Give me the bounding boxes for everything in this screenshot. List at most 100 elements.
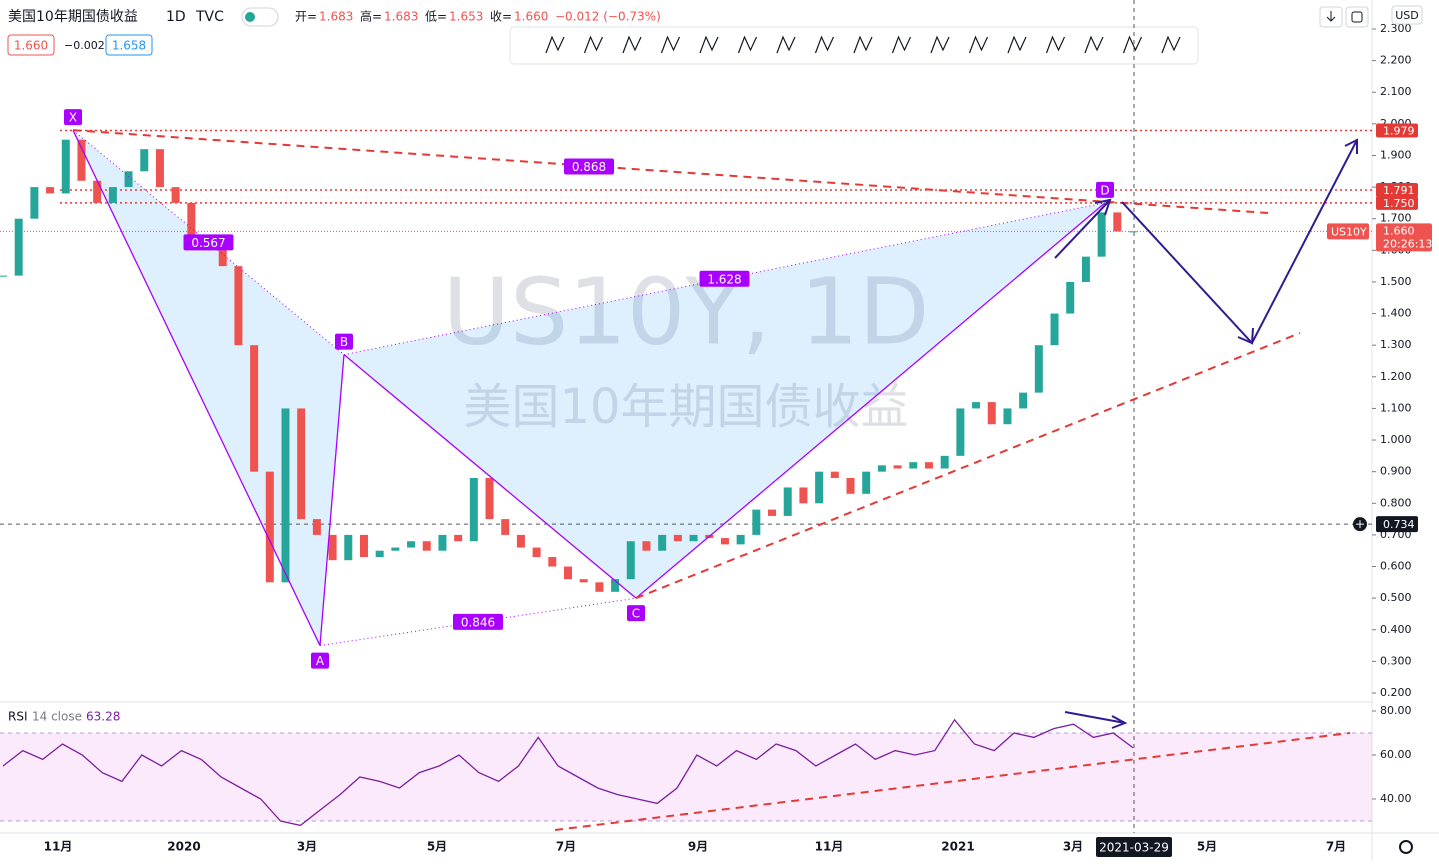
arrow: [1344, 138, 1358, 154]
undefined: [319, 354, 345, 646]
toolbar-icon[interactable]: [699, 35, 719, 54]
toolbar-icon[interactable]: [1161, 35, 1181, 54]
candle: [862, 471, 871, 494]
rsi-title: RSI: [8, 710, 28, 724]
symbol-title: 美国10年期国债收益: [8, 9, 138, 25]
currency-box[interactable]: [1391, 5, 1423, 25]
candle: [1129, 231, 1137, 233]
ohlc-open-label: 开=: [295, 10, 317, 24]
x-tick-label: 5月: [427, 840, 447, 854]
ohlc-low: 1.653: [449, 10, 483, 24]
toolbar-icon[interactable]: [1084, 35, 1104, 54]
candle: [1003, 408, 1012, 425]
icon: [1326, 11, 1336, 22]
candle: [1050, 313, 1059, 346]
arrow: [1111, 715, 1128, 729]
candle: [77, 139, 86, 181]
y-tick-label: 1.300: [1380, 338, 1412, 351]
toolbar-icon[interactable]: [814, 35, 835, 54]
ratio-label: 0.567: [191, 236, 225, 250]
y-tick-label: 0.200: [1380, 686, 1412, 699]
candle: [924, 462, 933, 469]
candle: [799, 487, 808, 504]
settings-icon[interactable]: [1399, 840, 1413, 854]
candle: [359, 534, 368, 558]
toolbar-icon[interactable]: [776, 35, 796, 54]
x-tick-label: 7月: [1326, 840, 1346, 854]
candle: [877, 465, 886, 472]
candle: [595, 582, 604, 592]
candle: [909, 462, 918, 469]
crosshair-tag: [1376, 516, 1418, 533]
toolbar-icon[interactable]: [737, 35, 758, 54]
symbol-tag-label: US10Y: [1331, 225, 1367, 238]
toolbar-icon[interactable]: [545, 35, 565, 54]
candle: [689, 534, 698, 542]
toolbar-icon[interactable]: [968, 35, 989, 54]
candle: [626, 541, 635, 580]
toolbar-icon[interactable]: [660, 35, 681, 54]
candle: [987, 402, 996, 425]
price-tag-label: 1.979: [1383, 124, 1415, 137]
arrow: [1054, 199, 1111, 259]
y-tick-label: 2.100: [1380, 85, 1412, 98]
point-label: A: [316, 654, 325, 668]
button[interactable]: [1345, 6, 1369, 28]
candle: [344, 534, 353, 561]
candle: [783, 487, 792, 516]
rsi-line: [2, 718, 1134, 827]
candle: [0, 275, 7, 277]
toolbar-icon[interactable]: [1045, 35, 1066, 54]
toolbar-icon[interactable]: [622, 35, 642, 54]
candle: [940, 455, 949, 469]
candle: [642, 541, 651, 551]
icon: [1351, 11, 1363, 23]
price-tag-label: 1.750: [1383, 197, 1415, 210]
point-label-box: [64, 109, 82, 126]
toolbar-icon[interactable]: [930, 35, 950, 54]
candle: [501, 519, 510, 535]
candle: [469, 477, 478, 542]
point-label-box: [311, 652, 329, 669]
candle: [422, 541, 431, 551]
y-tick-label: 1.500: [1380, 275, 1412, 288]
candle: [265, 471, 274, 583]
y-tick-label: 0.400: [1380, 623, 1412, 636]
ratio-label: 0.868: [572, 160, 606, 174]
price-tag: [1376, 123, 1418, 138]
price-tag: [1376, 182, 1418, 197]
rsi-tick-label: 40.00: [1380, 792, 1412, 805]
bid-box: [7, 34, 55, 56]
rsi-tick-label: 60.00: [1380, 748, 1412, 761]
x-tick-label: 7月: [556, 840, 576, 854]
candle: [155, 149, 164, 188]
x-tick-label: 5月: [1197, 840, 1217, 854]
candle: [611, 579, 620, 592]
trend-line: [554, 732, 1351, 831]
candle: [61, 139, 70, 194]
trend-line: [635, 332, 1301, 600]
toolbar-icon[interactable]: [853, 35, 873, 54]
candle: [956, 408, 965, 456]
candle: [548, 557, 557, 567]
y-tick-label: 1.700: [1380, 212, 1412, 225]
status-badge: [241, 7, 279, 27]
ohlc-high: 1.683: [384, 10, 418, 24]
toolbar-icon[interactable]: [891, 35, 912, 54]
candle: [1066, 281, 1075, 314]
x-tick-label: 11月: [815, 840, 844, 854]
x-tick-label: 11月: [44, 840, 73, 854]
toolbar-icon[interactable]: [583, 35, 604, 54]
status-dot: [245, 12, 255, 22]
toolbar-icon[interactable]: [1122, 35, 1143, 54]
last-price-label: 1.660: [1383, 224, 1415, 237]
y-tick-label: 1.900: [1380, 148, 1412, 161]
y-tick-label: 1.200: [1380, 370, 1412, 383]
toolbar-icon[interactable]: [1007, 35, 1027, 54]
candle: [720, 538, 729, 545]
candle: [234, 266, 243, 346]
candle: [297, 408, 306, 520]
point-label: D: [1100, 183, 1109, 197]
point-label-box: [627, 605, 645, 622]
candle: [736, 534, 745, 545]
